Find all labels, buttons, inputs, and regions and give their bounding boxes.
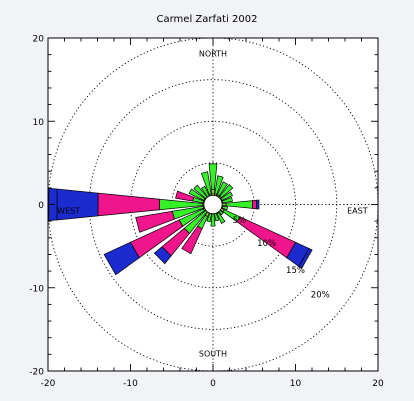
wind-bar-45-bin2 xyxy=(219,184,234,199)
wind-bar-210-bin3 xyxy=(181,225,203,255)
x-tick-label: -20 xyxy=(41,379,56,389)
y-tick-label: -10 xyxy=(29,284,44,294)
wind-bar-60-bin2 xyxy=(220,191,234,201)
wind-bar-345-bin2 xyxy=(200,171,212,195)
x-tick-label: 0 xyxy=(210,379,216,389)
ring-label-10%: 10% xyxy=(257,239,276,249)
wind-bars xyxy=(48,163,313,276)
x-tick-label: 10 xyxy=(290,379,302,389)
wind-bar-90-bin3 xyxy=(252,199,257,210)
chart-title: Carmel Zarfati 2002 xyxy=(157,14,258,25)
wind-bar-285-bin3 xyxy=(175,190,195,202)
wind-bar-75-bin2 xyxy=(221,197,233,204)
y-tick-label: 20 xyxy=(33,35,45,45)
wind-bar-120-bin5 xyxy=(298,248,313,269)
direction-label-east: EAST xyxy=(347,207,368,216)
ring-label-5%: 5% xyxy=(233,216,247,226)
wind-bar-240-bin4 xyxy=(103,241,140,276)
wind-bar-0-bin2 xyxy=(208,163,218,190)
wind-bar-150-bin2 xyxy=(216,212,226,224)
y-tick-label: -20 xyxy=(29,368,44,378)
calm-circle xyxy=(203,194,223,215)
wind-bar-30-bin2 xyxy=(216,181,228,197)
wind-bar-90-bin1 xyxy=(221,202,227,207)
wind-bar-255-bin3 xyxy=(135,210,175,233)
direction-label-west: WEST xyxy=(57,207,80,216)
wind-bar-15-bin2 xyxy=(214,175,224,195)
wind-bar-90-bin4 xyxy=(256,199,260,210)
x-tick-label: -10 xyxy=(123,379,138,389)
wind-bar-105-bin2 xyxy=(221,205,229,211)
chart-labels: Carmel Zarfati 2002 -20 -10 0 10 20 20 10 0 -10 -2… xyxy=(29,14,384,389)
direction-label-north: NORTH xyxy=(199,49,227,58)
direction-label-south: SOUTH xyxy=(199,350,227,359)
wind-bar-300-bin2 xyxy=(188,188,206,201)
wind-bar-0-bin1 xyxy=(211,189,215,196)
ring-label-20%: 20% xyxy=(311,291,330,301)
x-tick-label: 20 xyxy=(372,379,384,389)
ring-label-15%: 15% xyxy=(286,266,305,276)
y-tick-label: 10 xyxy=(33,118,45,128)
y-tick-label: 0 xyxy=(38,201,44,211)
axes-frame xyxy=(47,37,379,372)
wind-bar-225-bin4 xyxy=(153,246,172,265)
